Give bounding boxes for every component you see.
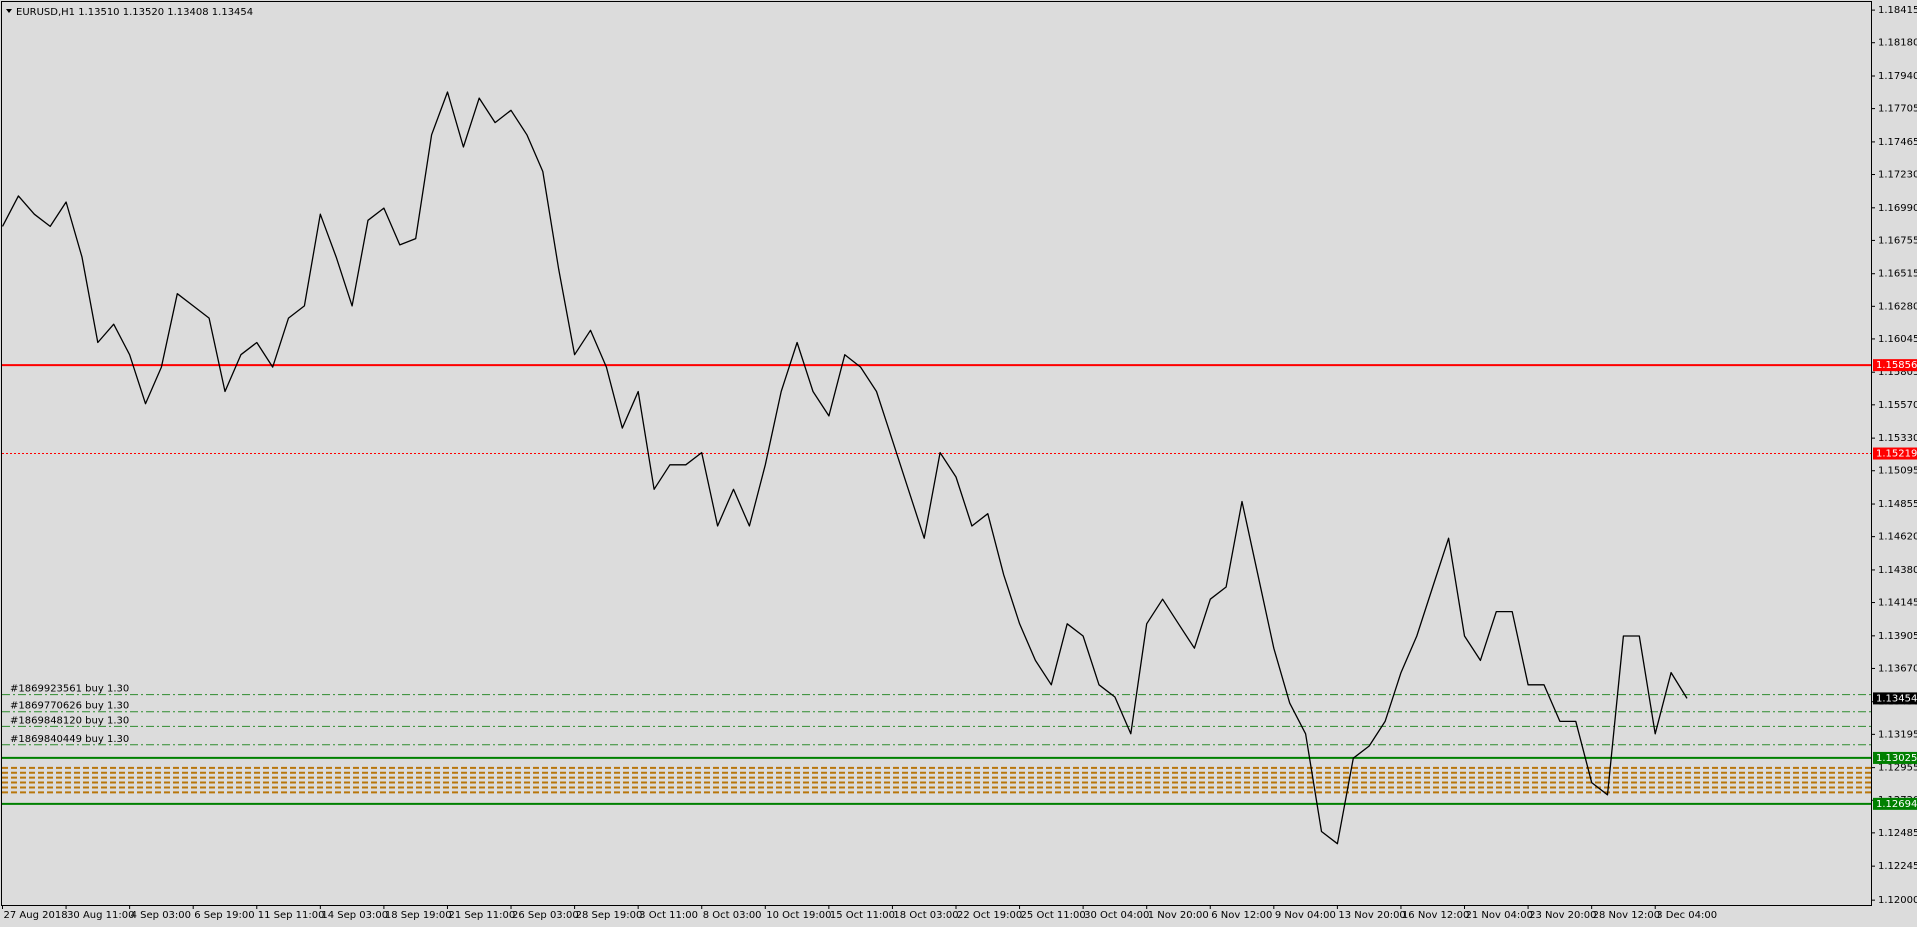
price-box-label: 1.15856 <box>1876 360 1917 371</box>
x-tick-label: 18 Sep 19:00 <box>385 910 452 921</box>
order-label: #1869848120 buy 1.30 <box>10 715 129 726</box>
x-tick-label: 6 Nov 12:00 <box>1211 910 1272 921</box>
y-tick-label: 1.12485 <box>1878 828 1917 839</box>
price-box <box>1873 797 1917 810</box>
y-tick-label: 1.17230 <box>1878 170 1917 181</box>
plot-frame <box>1 1 1872 906</box>
y-tick-label: 1.13905 <box>1878 631 1917 642</box>
price-box-label: 1.15219 <box>1876 449 1917 460</box>
x-tick-label: 13 Nov 20:00 <box>1338 910 1405 921</box>
x-tick-label: 16 Nov 12:00 <box>1402 910 1469 921</box>
y-tick-label: 1.14855 <box>1878 499 1917 510</box>
y-tick-label: 1.17465 <box>1878 137 1917 148</box>
order-label: #1869923561 buy 1.30 <box>10 684 129 695</box>
x-tick-label: 26 Sep 03:00 <box>512 910 579 921</box>
y-tick-label: 1.14145 <box>1878 598 1917 609</box>
y-tick-label: 1.17705 <box>1878 104 1917 115</box>
y-tick-label: 1.12000 <box>1878 895 1917 906</box>
y-tick-label: 1.15570 <box>1878 400 1917 411</box>
x-tick-label: 3 Oct 11:00 <box>639 910 698 921</box>
y-tick-label: 1.16990 <box>1878 203 1917 214</box>
y-tick-label: 1.12955 <box>1878 763 1917 774</box>
x-tick-label: 14 Sep 03:00 <box>321 910 388 921</box>
x-tick-label: 28 Nov 12:00 <box>1593 910 1660 921</box>
x-tick-label: 21 Sep 11:00 <box>448 910 515 921</box>
order-label: #1869770626 buy 1.30 <box>10 701 129 712</box>
y-tick-label: 1.13670 <box>1878 663 1917 674</box>
price-box <box>1873 751 1917 764</box>
x-tick-label: 22 Oct 19:00 <box>957 910 1022 921</box>
x-tick-label: 30 Aug 11:00 <box>67 910 134 921</box>
y-tick-label: 1.18415 <box>1878 5 1917 16</box>
order-label: #1869840449 buy 1.30 <box>10 734 129 745</box>
y-tick-label: 1.15805 <box>1878 367 1917 378</box>
price-box <box>1873 447 1917 460</box>
x-tick-label: 1 Nov 20:00 <box>1148 910 1209 921</box>
x-tick-label: 28 Sep 19:00 <box>576 910 643 921</box>
price-box-label: 1.13025 <box>1876 753 1917 764</box>
x-tick-label: 8 Oct 03:00 <box>703 910 762 921</box>
x-tick-label: 6 Sep 19:00 <box>194 910 254 921</box>
x-tick-label: 10 Oct 19:00 <box>766 910 831 921</box>
menu-arrow[interactable] <box>6 9 12 13</box>
x-tick-label: 25 Oct 11:00 <box>1021 910 1086 921</box>
x-tick-label: 3 Dec 04:00 <box>1656 910 1717 921</box>
x-tick-label: 4 Sep 03:00 <box>131 910 191 921</box>
y-tick-label: 1.15095 <box>1878 466 1917 477</box>
y-tick-label: 1.12245 <box>1878 861 1917 872</box>
y-tick-label: 1.16755 <box>1878 235 1917 246</box>
x-tick-label: 15 Oct 11:00 <box>830 910 895 921</box>
price-box-label: 1.12694 <box>1876 799 1917 810</box>
x-tick-label: 23 Nov 20:00 <box>1529 910 1596 921</box>
y-tick-label: 1.16515 <box>1878 269 1917 280</box>
x-tick-label: 11 Sep 11:00 <box>258 910 325 921</box>
y-tick-label: 1.16045 <box>1878 334 1917 345</box>
y-tick-label: 1.16280 <box>1878 301 1917 312</box>
price-box-label: 1.13454 <box>1876 693 1917 704</box>
y-tick-label: 1.14380 <box>1878 565 1917 576</box>
y-tick-label: 1.14620 <box>1878 532 1917 543</box>
price-box <box>1873 359 1917 372</box>
x-tick-label: 18 Oct 03:00 <box>893 910 958 921</box>
x-tick-label: 30 Oct 04:00 <box>1084 910 1149 921</box>
price-line <box>1 91 1688 845</box>
y-tick-label: 1.15330 <box>1878 433 1917 444</box>
y-tick-label: 1.17940 <box>1878 71 1917 82</box>
price-box <box>1873 692 1917 705</box>
x-tick-label: 27 Aug 2018 <box>4 910 68 921</box>
x-tick-label: 21 Nov 04:00 <box>1466 910 1533 921</box>
y-tick-label: 1.13195 <box>1878 729 1917 740</box>
chart-title: EURUSD,H1 1.13510 1.13520 1.13408 1.1345… <box>16 7 253 18</box>
x-tick-label: 9 Nov 04:00 <box>1275 910 1336 921</box>
y-tick-label: 1.18180 <box>1878 38 1917 49</box>
